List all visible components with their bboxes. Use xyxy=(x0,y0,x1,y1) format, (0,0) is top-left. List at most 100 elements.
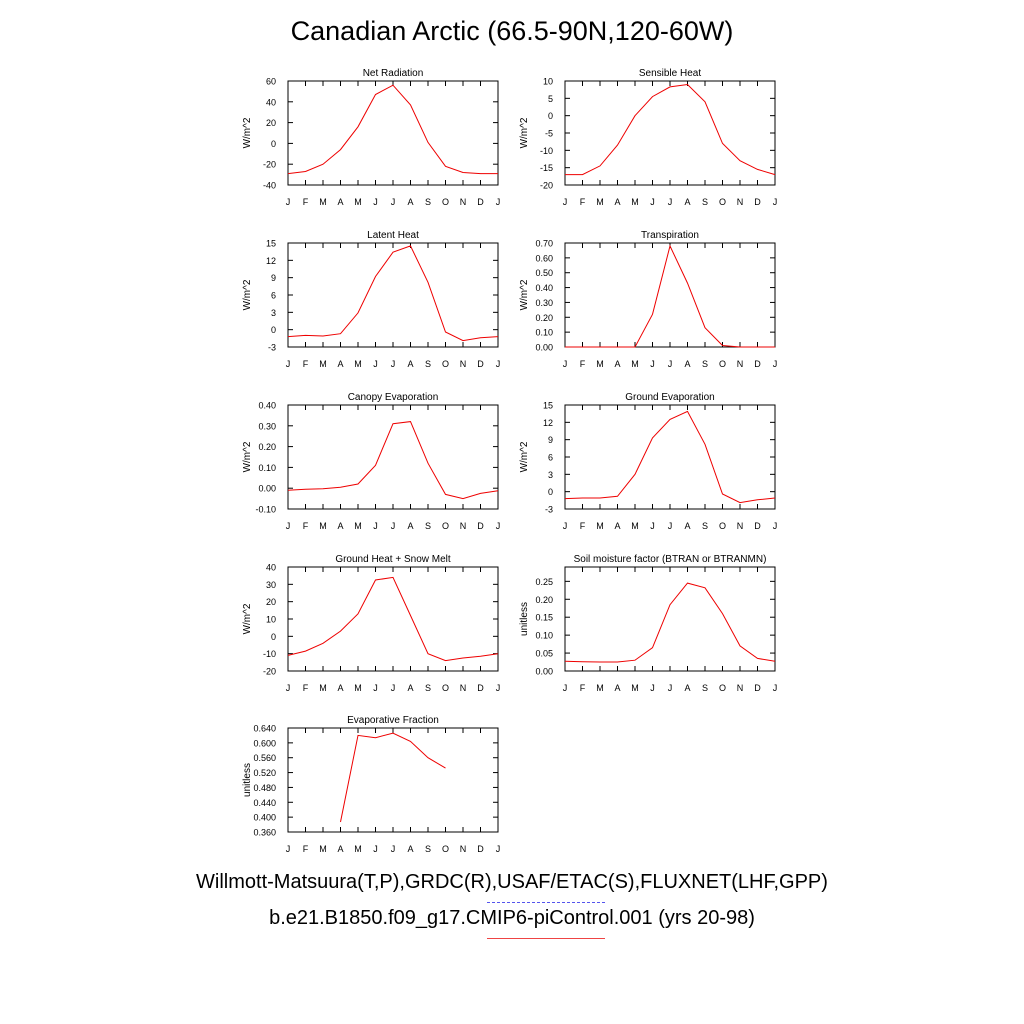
y-tick-label: 0.40 xyxy=(535,283,553,293)
x-tick-label: D xyxy=(477,844,484,854)
x-tick-label: M xyxy=(596,197,604,207)
y-axis-label: W/m^2 xyxy=(519,279,530,310)
plot-frame xyxy=(564,404,776,510)
x-tick-label: M xyxy=(631,683,639,693)
x-tick-label: A xyxy=(684,521,690,531)
x-tick-label: D xyxy=(754,521,761,531)
y-tick-label: 12 xyxy=(543,418,553,428)
y-tick-label: 0 xyxy=(548,111,553,121)
plot-frame xyxy=(564,566,776,672)
y-tick-label: 0 xyxy=(271,139,276,149)
x-tick-label: A xyxy=(614,359,620,369)
legend-observations-label: Willmott-Matsuura(T,P),GRDC(R),USAF/ETAC… xyxy=(196,871,828,893)
x-tick-label: N xyxy=(737,359,744,369)
series-line-model xyxy=(287,421,499,500)
x-tick-label: N xyxy=(460,683,467,693)
series-line-model xyxy=(565,244,775,348)
x-tick-label: J xyxy=(563,683,568,693)
y-tick-label: 60 xyxy=(266,77,276,87)
x-tick-label: M xyxy=(354,683,362,693)
x-tick-label: J xyxy=(391,521,396,531)
y-tick-label: 0.640 xyxy=(253,724,276,734)
x-tick-label: D xyxy=(477,197,484,207)
plot-frame xyxy=(564,80,776,186)
x-tick-label: M xyxy=(596,359,604,369)
x-tick-label: S xyxy=(425,844,431,854)
panel-title: Sensible Heat xyxy=(639,68,701,79)
y-tick-label: 0 xyxy=(548,487,553,497)
y-tick-label: 15 xyxy=(543,401,553,411)
x-tick-label: M xyxy=(596,521,604,531)
x-tick-label: J xyxy=(668,359,673,369)
x-tick-label: A xyxy=(407,844,413,854)
x-tick-label: F xyxy=(303,844,309,854)
plot-frame xyxy=(287,404,499,510)
y-tick-label: 10 xyxy=(266,615,276,625)
plot-frame xyxy=(287,566,499,672)
x-tick-label: A xyxy=(684,359,690,369)
x-tick-label: M xyxy=(596,683,604,693)
x-tick-label: J xyxy=(496,683,501,693)
x-tick-label: O xyxy=(719,521,726,531)
x-tick-label: J xyxy=(373,844,378,854)
x-tick-label: M xyxy=(319,844,327,854)
x-tick-label: D xyxy=(754,359,761,369)
x-tick-label: A xyxy=(337,197,343,207)
x-tick-label: M xyxy=(631,521,639,531)
x-tick-label: S xyxy=(702,683,708,693)
y-tick-label: 0.600 xyxy=(253,738,276,748)
x-tick-label: N xyxy=(460,197,467,207)
y-tick-label: 40 xyxy=(266,563,276,573)
x-tick-label: J xyxy=(286,683,291,693)
x-tick-label: O xyxy=(719,359,726,369)
series-line-model xyxy=(565,83,776,176)
x-tick-label: M xyxy=(354,197,362,207)
x-tick-label: A xyxy=(407,359,413,369)
panel-title: Net Radiation xyxy=(363,68,424,79)
plot-frame xyxy=(564,242,776,348)
y-tick-label: 20 xyxy=(266,118,276,128)
x-tick-label: S xyxy=(702,359,708,369)
y-tick-label: 6 xyxy=(271,291,276,301)
y-tick-label: 10 xyxy=(543,77,553,87)
x-tick-label: M xyxy=(319,521,327,531)
y-axis-label: unitless xyxy=(519,602,530,636)
y-tick-label: 0.05 xyxy=(535,649,553,659)
y-tick-label: 0.10 xyxy=(535,631,553,641)
y-tick-label: 0.60 xyxy=(535,253,553,263)
y-axis-label: W/m^2 xyxy=(242,441,253,472)
y-axis-label: W/m^2 xyxy=(519,441,530,472)
x-tick-label: J xyxy=(563,521,568,531)
x-tick-label: S xyxy=(425,359,431,369)
y-tick-label: 0.20 xyxy=(535,595,553,605)
x-tick-label: D xyxy=(477,683,484,693)
x-tick-label: S xyxy=(425,197,431,207)
x-tick-label: J xyxy=(391,197,396,207)
x-tick-label: O xyxy=(442,844,449,854)
x-tick-label: J xyxy=(563,359,568,369)
x-tick-label: J xyxy=(650,683,655,693)
x-tick-label: A xyxy=(407,683,413,693)
x-tick-label: J xyxy=(496,359,501,369)
series-line-model xyxy=(340,732,446,823)
x-tick-label: F xyxy=(580,521,586,531)
y-tick-label: 0.560 xyxy=(253,753,276,763)
y-tick-label: 0.480 xyxy=(253,783,276,793)
y-axis-label: unitless xyxy=(242,763,253,797)
x-tick-label: J xyxy=(391,683,396,693)
x-tick-label: F xyxy=(303,683,309,693)
x-tick-label: O xyxy=(442,359,449,369)
x-tick-label: J xyxy=(496,521,501,531)
x-tick-label: N xyxy=(737,197,744,207)
x-tick-label: J xyxy=(391,844,396,854)
y-axis-label: W/m^2 xyxy=(242,117,253,148)
x-tick-label: J xyxy=(373,197,378,207)
x-tick-label: J xyxy=(668,521,673,531)
x-tick-label: A xyxy=(684,197,690,207)
x-tick-label: O xyxy=(719,197,726,207)
legend-model-label: b.e21.B1850.f09_g17.CMIP6-piControl.001 … xyxy=(269,907,755,929)
x-tick-label: J xyxy=(373,521,378,531)
y-tick-label: 0 xyxy=(271,632,276,642)
y-tick-label: -20 xyxy=(540,181,553,191)
